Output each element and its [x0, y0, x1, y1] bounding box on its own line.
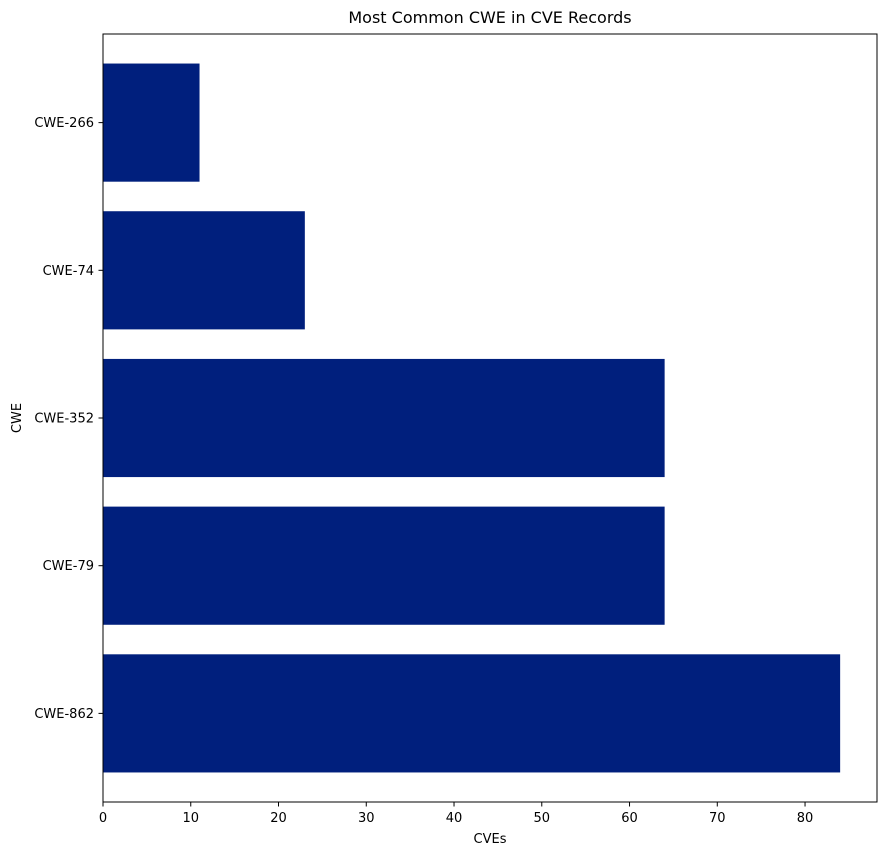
bar-cwe-74 [103, 211, 305, 330]
x-axis-label: CVEs [474, 832, 507, 847]
y-tick-label: CWE-352 [34, 412, 94, 427]
y-axis-label: CWE [10, 403, 25, 433]
y-tick-label: CWE-266 [34, 116, 94, 131]
y-tick-label: CWE-862 [34, 707, 94, 722]
bar-cwe-266 [103, 63, 200, 182]
y-axis: CWE-862 CWE-79 CWE-352 CWE-74 CWE-266 [34, 116, 103, 722]
x-tick-label: 20 [270, 811, 287, 826]
x-tick-label: 80 [797, 811, 814, 826]
x-tick-label: 70 [709, 811, 726, 826]
bar-cwe-352 [103, 358, 665, 478]
bar-cwe-79 [103, 506, 665, 625]
y-tick-label: CWE-74 [43, 264, 94, 279]
y-tick-label: CWE-79 [43, 559, 94, 574]
x-tick-label: 50 [534, 811, 551, 826]
bar-cwe-862 [103, 654, 841, 773]
x-axis: 0 10 20 30 40 50 60 70 80 [99, 802, 813, 826]
x-tick-label: 0 [99, 811, 107, 826]
chart-title: Most Common CWE in CVE Records [348, 8, 631, 27]
x-tick-label: 30 [358, 811, 375, 826]
x-tick-label: 10 [182, 811, 199, 826]
bars-group [103, 63, 841, 773]
x-tick-label: 40 [446, 811, 463, 826]
x-tick-label: 60 [621, 811, 638, 826]
